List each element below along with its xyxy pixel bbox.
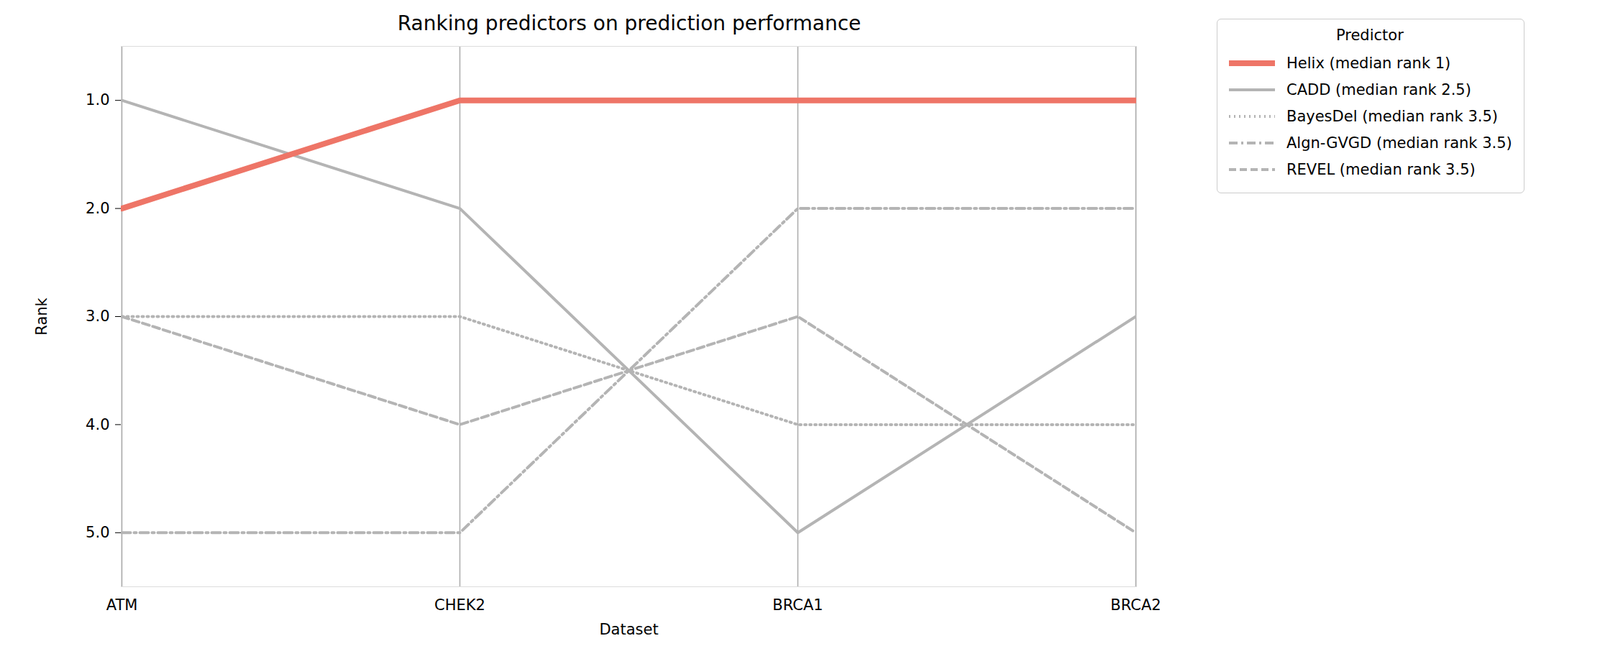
- html-text:Helix (median rank 1): Helix (median rank 1): [1286, 54, 1451, 72]
- svg-text:Rank: Rank: [33, 296, 51, 336]
- svg-text:4.0: 4.0: [85, 416, 110, 434]
- html-text:REVEL (median rank 3.5): REVEL (median rank 3.5): [1286, 160, 1476, 178]
- svg-text:1.0: 1.0: [85, 91, 110, 109]
- svg-text:2.0: 2.0: [85, 199, 110, 218]
- svg-text:Dataset: Dataset: [599, 621, 658, 639]
- svg-text:CHEK2: CHEK2: [434, 596, 486, 615]
- svg-text:BRCA1: BRCA1: [772, 596, 823, 615]
- html-text:Algn-GVGD (median rank 3.5): Algn-GVGD (median rank 3.5): [1286, 134, 1513, 152]
- html-text:BayesDel (median rank 3.5): BayesDel (median rank 3.5): [1286, 107, 1498, 125]
- svg-text:BRCA2: BRCA2: [1110, 596, 1161, 615]
- svg-text:3.0: 3.0: [85, 307, 110, 326]
- svg-text:5.0: 5.0: [85, 524, 110, 542]
- html-text:Ranking predictors on predicti: Ranking predictors on prediction perform…: [397, 11, 861, 36]
- html-text:Predictor: Predictor: [1336, 26, 1404, 44]
- html-text:CADD (median rank 2.5): CADD (median rank 2.5): [1286, 80, 1472, 99]
- svg-text:ATM: ATM: [106, 596, 139, 615]
